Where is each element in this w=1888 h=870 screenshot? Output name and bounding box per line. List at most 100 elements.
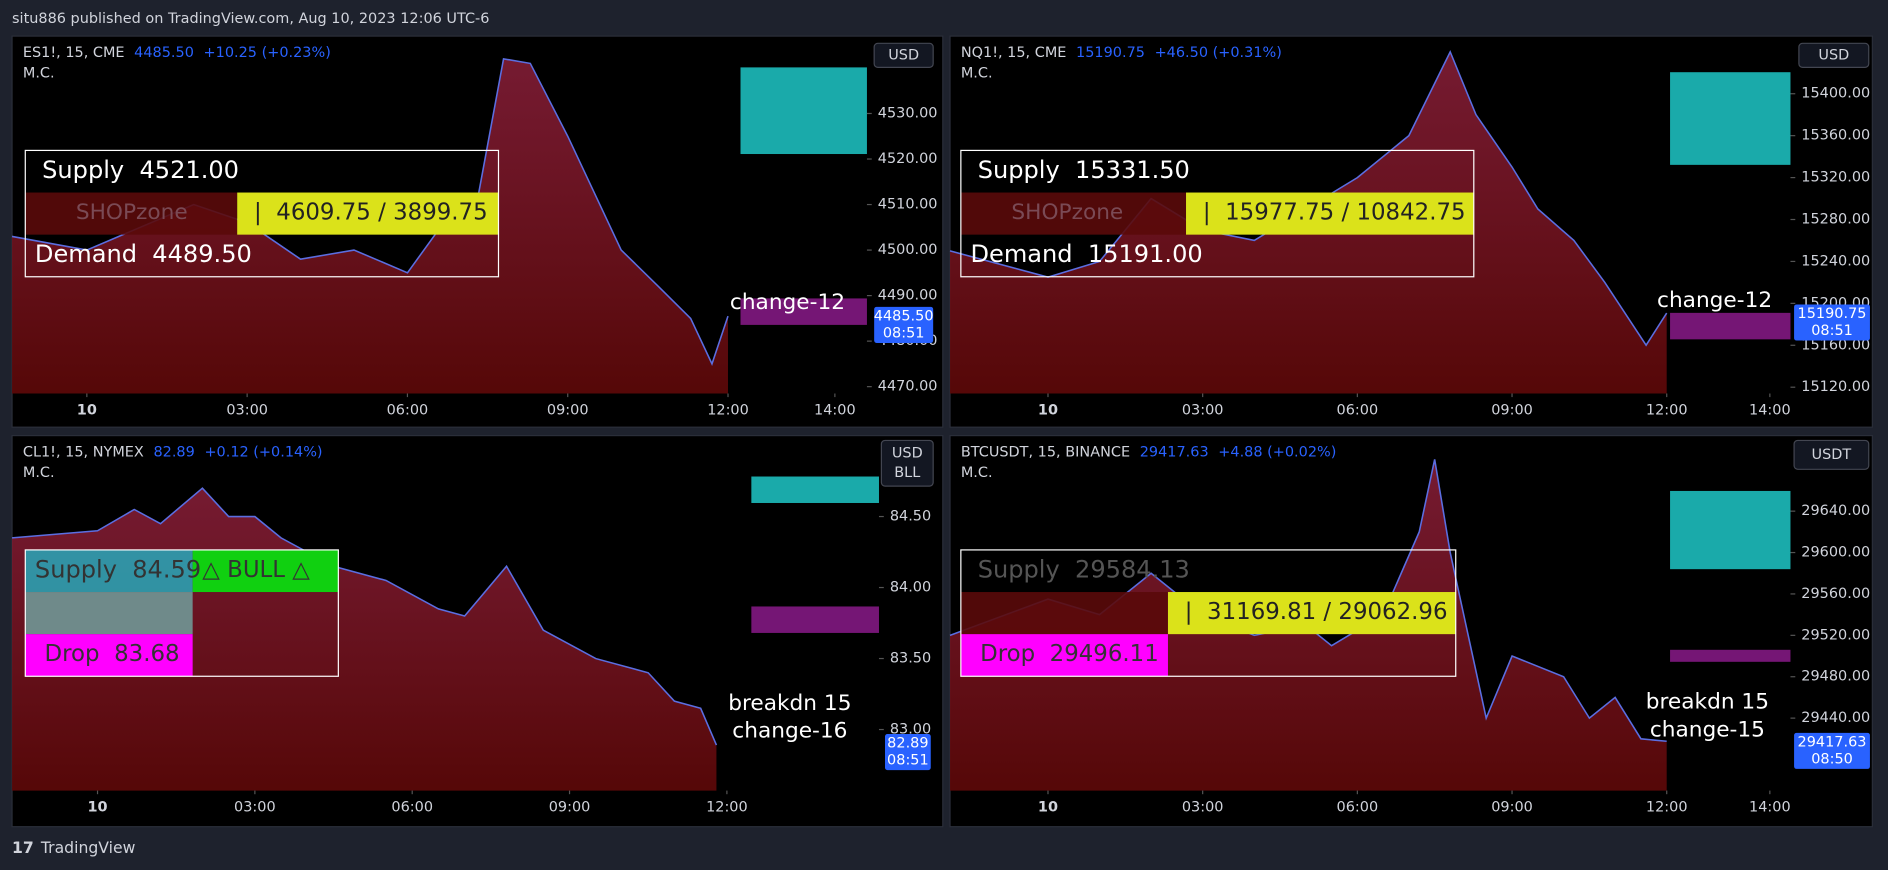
zone-box (751, 606, 879, 633)
price-tag-countdown: 08:51 (1811, 323, 1853, 339)
y-tick-label: 83.50 (890, 651, 931, 667)
range-box (237, 192, 499, 235)
currency-button (873, 42, 934, 68)
symbol-legend: ES1!, 15, CME 4485.50 +10.25 (+0.23%) (23, 45, 331, 61)
price-area (12, 58, 728, 394)
price-tag-value: 82.89 (887, 736, 928, 752)
price-tag-countdown: 08:51 (883, 325, 925, 341)
footer-brand[interactable]: TradingView (40, 838, 136, 857)
y-tick-label: 15240.00 (1801, 253, 1870, 269)
currency: USD (892, 446, 923, 462)
y-tick-label: 4490.00 (878, 288, 938, 304)
x-tick-label: 14:00 (814, 402, 856, 418)
y-tick-label: 15320.00 (1801, 170, 1870, 186)
symbol: ES1!, 15, CME (23, 45, 125, 61)
y-tick-label: 29480.00 (1801, 669, 1870, 685)
symbol: BTCUSDT, 15, BINANCE (961, 444, 1130, 460)
box-outline (960, 549, 1457, 677)
demand-label: Demand 15191.00 (970, 240, 1202, 268)
range-box (1167, 592, 1456, 635)
signal-note: breakdn 15 (1646, 690, 1769, 715)
price-change: +46.50 (+0.31%) (1155, 45, 1282, 61)
brand-logo: 17 (12, 838, 34, 857)
box-outline (24, 549, 339, 677)
last-price: 29417.63 (1140, 444, 1209, 460)
price-change: +10.25 (+0.23%) (204, 45, 331, 61)
y-tick-label: 15280.00 (1801, 212, 1870, 228)
y-tick-label: 29600.00 (1801, 545, 1870, 561)
x-tick-label: 12:00 (707, 402, 749, 418)
price-line (949, 459, 1667, 743)
zone-box (1670, 649, 1791, 662)
price-change: +4.88 (+0.02%) (1218, 444, 1336, 460)
publish-info: situ886 published on TradingView.com, Au… (12, 11, 489, 27)
supply-row (25, 549, 193, 593)
indicator-name: M.C. (23, 65, 55, 81)
zone-box (740, 67, 867, 155)
y-tick-label: 29440.00 (1801, 710, 1870, 726)
range-label: | 15977.75 / 10842.75 (1203, 199, 1466, 225)
y-tick-label: 15400.00 (1801, 86, 1870, 102)
x-tick-label: 06:00 (387, 402, 429, 418)
x-tick-label: 03:00 (1182, 799, 1224, 815)
y-tick-label: 4520.00 (878, 151, 938, 167)
signal-note: breakdn 15 (728, 691, 851, 716)
x-tick-label: 10 (77, 402, 97, 418)
symbol: NQ1!, 15, CME (961, 45, 1067, 61)
price-area (950, 459, 1667, 791)
signal: △ BULL △ (202, 557, 310, 583)
price-tag (1794, 732, 1870, 769)
zone-box (751, 476, 879, 503)
price-tag-countdown: 08:50 (1811, 751, 1853, 767)
zone-box (1670, 72, 1791, 165)
last-price: 82.89 (153, 444, 194, 460)
price-tag (874, 306, 934, 343)
y-tick-label: 15160.00 (1801, 337, 1870, 353)
y-tick-label: 4530.00 (878, 105, 938, 121)
x-tick-label: 10 (87, 799, 107, 815)
indicator-name: M.C. (23, 465, 55, 481)
y-tick-label: 29560.00 (1801, 586, 1870, 602)
drop-label: Drop 83.68 (45, 641, 180, 667)
price-tag-value: 29417.63 (1798, 734, 1867, 750)
x-tick-label: 12:00 (1646, 402, 1688, 418)
zone-label: SHOPzone (1011, 200, 1123, 225)
y-tick-label: 29640.00 (1801, 503, 1870, 519)
x-tick-label: 12:00 (1646, 799, 1688, 815)
y-tick-label: 4470.00 (878, 379, 938, 395)
last-price: 15190.75 (1076, 45, 1145, 61)
zone-box (1670, 312, 1791, 340)
range-box (1186, 192, 1474, 235)
x-tick-label: 03:00 (1182, 402, 1224, 418)
signal-note: change-16 (732, 719, 847, 744)
currency-button (1793, 439, 1870, 470)
zone-box (1670, 490, 1791, 570)
range-label: | 31169.81 / 29062.96 (1185, 599, 1448, 625)
x-tick-label: 06:00 (1337, 799, 1379, 815)
x-tick-label: 09:00 (1491, 402, 1533, 418)
zone-row (960, 192, 1187, 235)
price-line (11, 487, 718, 746)
signal-note: change-12 (1657, 288, 1772, 313)
y-tick-label: 84.50 (890, 509, 931, 525)
symbol-legend: NQ1!, 15, CME 15190.75 +46.50 (+0.31%) (961, 45, 1282, 61)
price-tag-countdown: 08:51 (887, 753, 929, 769)
y-tick-label: 15360.00 (1801, 128, 1870, 144)
currency-button (880, 439, 934, 487)
x-tick-label: 06:00 (391, 799, 433, 815)
signal-box (192, 549, 339, 593)
x-tick-label: 14:00 (1749, 402, 1791, 418)
x-tick-label: 09:00 (1491, 799, 1533, 815)
drop-box (960, 634, 1168, 677)
currency: USDT (1812, 447, 1852, 463)
y-tick-label: 4510.00 (878, 197, 938, 213)
currency: USD (888, 47, 919, 63)
x-tick-label: 10 (1038, 799, 1058, 815)
zone-row (25, 592, 193, 635)
symbol-legend: BTCUSDT, 15, BINANCE 29417.63 +4.88 (+0.02… (961, 444, 1337, 460)
last-price: 4485.50 (134, 45, 194, 61)
y-tick-label: 83.00 (890, 722, 931, 738)
zone-row (960, 592, 1168, 635)
supply-label: Supply 4521.00 (42, 156, 239, 184)
currency: USD (1818, 47, 1849, 63)
